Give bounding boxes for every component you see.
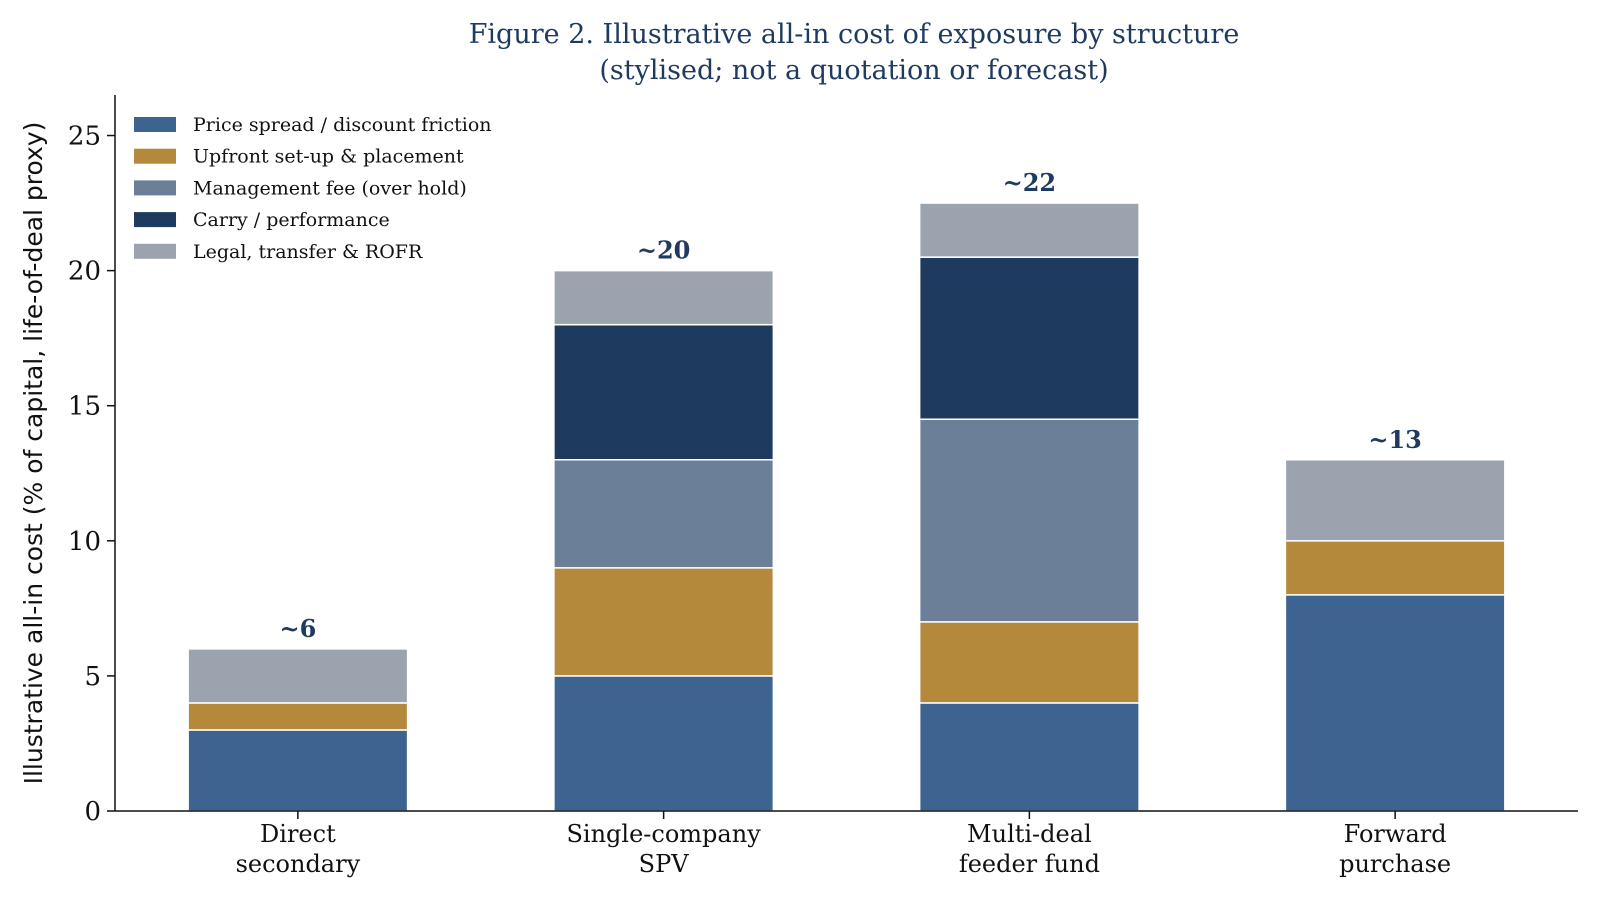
x-tick-label: Direct <box>260 820 336 848</box>
legend-label: Legal, transfer & ROFR <box>193 241 423 263</box>
bar-segment <box>1284 594 1506 812</box>
y-axis-ticks: 0 5 10 15 20 25 <box>68 122 115 827</box>
legend-swatch <box>134 117 176 132</box>
x-tick-label: purchase <box>1339 850 1451 878</box>
bar-segment <box>918 256 1140 420</box>
x-tick-label: Single-company <box>566 820 761 848</box>
x-tick-label: Multi-deal <box>967 820 1092 848</box>
legend-swatch <box>134 180 176 196</box>
bar-segment <box>1284 459 1506 542</box>
y-tick-label: 0 <box>84 797 101 827</box>
plot-area: ~6 ~20 ~22 ~13 <box>187 168 1506 812</box>
bar-segment <box>187 702 409 731</box>
bar-total-label: ~6 <box>279 614 316 643</box>
y-axis-label: Illustrative all-in cost (% of capital, … <box>19 122 48 785</box>
bar-segment <box>553 323 775 461</box>
legend-swatch <box>134 243 176 259</box>
bar-segment <box>1284 540 1506 596</box>
legend-swatch <box>134 148 176 164</box>
legend-swatch <box>134 212 176 228</box>
bar-total-label: ~13 <box>1368 425 1422 454</box>
bar-segment <box>918 202 1140 258</box>
x-tick-label: Forward <box>1344 820 1447 848</box>
x-tick-label: SPV <box>639 850 690 878</box>
y-tick-label: 10 <box>68 527 101 557</box>
y-tick-label: 20 <box>68 257 101 287</box>
bar-segment <box>553 269 775 326</box>
bar-segment <box>918 621 1140 704</box>
bar-segment <box>918 702 1140 812</box>
x-tick-label: feeder fund <box>959 850 1100 878</box>
y-tick-label: 25 <box>68 122 101 152</box>
bar-segment <box>918 418 1140 623</box>
bar-total-label: ~22 <box>1003 168 1057 197</box>
y-tick-label: 15 <box>68 392 101 422</box>
x-tick-label: secondary <box>236 850 361 878</box>
bar-segment <box>187 648 409 704</box>
chart-subtitle: (stylised; not a quotation or forecast) <box>599 55 1108 86</box>
bar-segment <box>553 567 775 677</box>
legend-label: Carry / performance <box>193 209 390 231</box>
bar-segment <box>553 459 775 569</box>
y-tick-label: 5 <box>84 662 101 692</box>
legend-label: Upfront set-up & placement <box>193 146 464 168</box>
bar-segment <box>553 675 775 812</box>
legend-label: Price spread / discount friction <box>193 114 492 136</box>
bar-total-label: ~20 <box>637 236 691 265</box>
legend-label: Management fee (over hold) <box>193 177 467 199</box>
legend: Price spread / discount friction Upfront … <box>134 114 492 263</box>
bar-segment <box>187 729 409 812</box>
chart-title: Figure 2. Illustrative all-in cost of ex… <box>469 19 1240 50</box>
